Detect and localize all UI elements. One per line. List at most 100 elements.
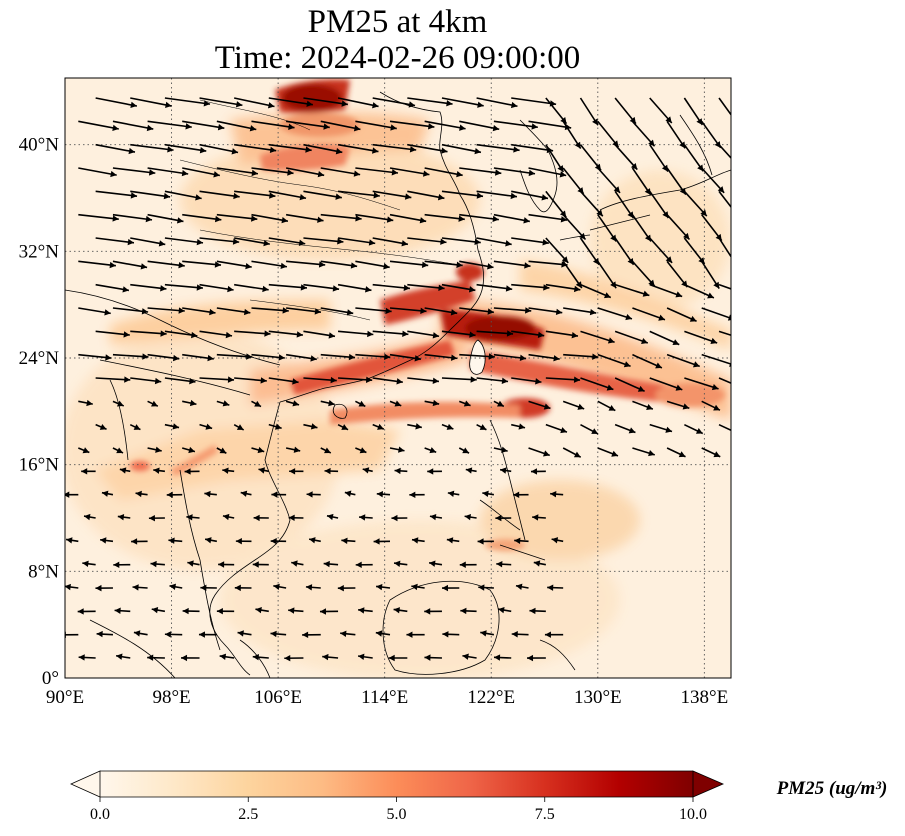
wind-arrow-head: [550, 490, 557, 498]
wind-arrow-shaft: [528, 167, 567, 177]
lat-tick-label: 8°N: [28, 561, 59, 582]
wind-arrow-head: [112, 124, 119, 132]
wind-arrow-head: [394, 560, 401, 567]
wind-arrow-head: [573, 285, 581, 293]
wind-arrow-head: [122, 286, 129, 293]
wind-arrow-shaft: [182, 120, 225, 129]
wind-arrow-head: [727, 314, 731, 321]
wind-arrow-head: [450, 354, 458, 361]
wind-arrow-head: [442, 584, 449, 592]
wind-arrow-head: [555, 308, 563, 316]
wind-arrow-head: [432, 377, 439, 384]
wind-arrow-head: [695, 428, 703, 434]
wind-arrow-head: [523, 217, 530, 224]
wind-arrow-head: [278, 354, 285, 361]
wind-arrow-head: [681, 280, 688, 288]
wind-arrow-head: [246, 353, 253, 360]
wind-arrow-shaft: [268, 283, 308, 289]
wind-arrow-head: [341, 100, 348, 107]
wind-arrow-head: [234, 584, 241, 592]
wind-arrow-head: [146, 124, 154, 132]
wind-arrow-head: [390, 124, 397, 131]
wind-arrow-head: [689, 315, 697, 322]
wind-arrow-head: [252, 561, 259, 568]
wind-arrow-head: [235, 101, 243, 108]
wind-arrow-head: [524, 262, 531, 269]
wind-arrow-head: [142, 353, 149, 360]
wind-arrow-head: [376, 583, 383, 591]
wind-arrow-head: [109, 261, 116, 269]
wind-arrow-head: [497, 400, 504, 407]
wind-arrow-head: [447, 490, 455, 497]
wind-arrow-head: [630, 162, 638, 170]
wind-arrow-head: [250, 215, 258, 222]
lat-tick-label: 40°N: [19, 135, 60, 156]
wind-arrow-head: [505, 240, 512, 247]
wind-arrow-head: [288, 607, 295, 614]
wind-arrow-shaft: [164, 143, 207, 152]
wind-arrow-head: [335, 193, 342, 200]
wind-arrow-head: [589, 308, 597, 316]
wind-arrow-head: [165, 101, 172, 109]
wind-arrow-head: [200, 584, 207, 592]
wind-arrow-head: [172, 354, 180, 362]
wind-arrow-shaft: [459, 120, 500, 131]
wind-arrow-head: [698, 257, 705, 264]
wind-arrow-shaft: [355, 307, 392, 313]
lon-tick-label: 130°E: [574, 687, 622, 708]
lon-tick-label: 114°E: [361, 687, 408, 708]
wind-vectors: [65, 97, 731, 662]
wind-arrow-shaft: [407, 143, 448, 153]
wind-arrow-shaft: [407, 190, 445, 200]
wind-arrow-head: [429, 560, 436, 567]
wind-arrow-shaft: [147, 307, 185, 312]
colorbar-extend-min: [70, 770, 101, 798]
wind-arrow-head: [293, 446, 301, 453]
wind-arrow-shaft: [234, 143, 277, 152]
wind-arrow-shaft: [493, 213, 530, 223]
wind-arrow-head: [611, 450, 618, 457]
wind-arrow-head: [222, 400, 230, 407]
wind-arrow-head: [291, 560, 298, 567]
wind-arrow-shaft: [718, 330, 731, 337]
wind-arrow-head: [328, 399, 335, 407]
wind-arrow-head: [462, 653, 469, 660]
wind-arrow-shaft: [718, 97, 731, 116]
wind-arrow-head: [358, 653, 365, 660]
wind-arrow-head: [551, 537, 559, 544]
wind-arrow-shaft: [216, 120, 257, 131]
wind-arrow-head: [227, 285, 234, 293]
wind-arrow-head: [717, 186, 725, 193]
wind-arrow-head: [288, 123, 295, 130]
wind-arrow-head: [715, 233, 722, 241]
wind-arrow-head: [376, 490, 384, 498]
wind-arrow-head: [480, 630, 487, 637]
wind-arrow-head: [219, 447, 227, 454]
wind-arrow-head: [474, 147, 481, 155]
wind-arrow-head: [101, 490, 109, 497]
wind-arrow-head: [411, 537, 419, 544]
wind-arrow-head: [487, 263, 494, 270]
wind-arrow-head: [167, 146, 174, 153]
wind-arrow-head: [119, 467, 127, 474]
wind-arrow-shaft: [337, 237, 376, 245]
wind-arrow-head: [470, 376, 477, 383]
wind-arrow-head: [679, 187, 686, 195]
gridlines: [65, 78, 731, 678]
wind-arrow-head: [82, 560, 89, 567]
wind-arrow-head: [365, 286, 372, 293]
wind-arrow-shaft: [147, 260, 185, 267]
wind-arrow-head: [100, 537, 107, 544]
wind-arrow-head: [519, 354, 527, 362]
wind-arrow-head: [196, 238, 204, 246]
wind-arrow-head: [409, 491, 416, 498]
wind-arrow-shaft: [372, 283, 410, 290]
wind-arrow-head: [113, 561, 120, 569]
wind-arrow-shaft: [389, 120, 435, 128]
wind-arrow-head: [543, 403, 551, 410]
coastlines: [65, 91, 731, 678]
wind-arrow-head: [468, 286, 476, 293]
wind-arrow-head: [577, 403, 585, 410]
wind-arrow-head: [487, 308, 494, 315]
wind-arrow-head: [131, 538, 138, 545]
